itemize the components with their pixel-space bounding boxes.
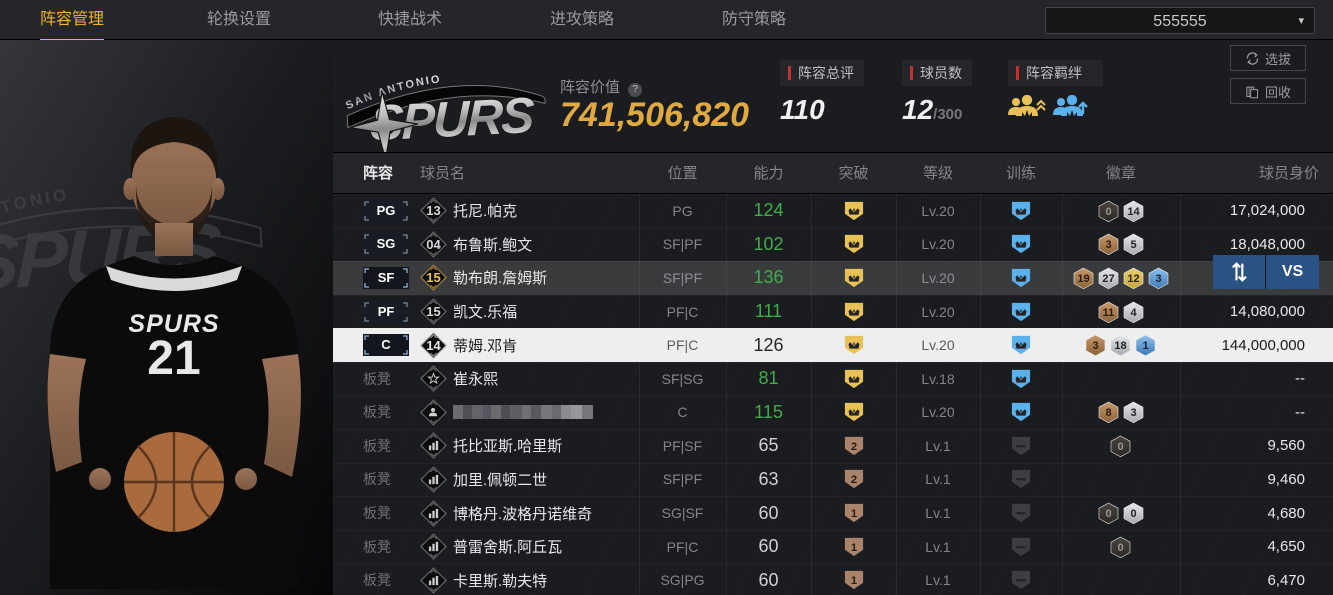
svg-text:0: 0	[1117, 441, 1123, 453]
svg-text:1: 1	[850, 575, 856, 587]
svg-text:14: 14	[1127, 206, 1140, 218]
svg-text:0: 0	[1105, 206, 1111, 218]
svg-text:12: 12	[1127, 273, 1139, 285]
svg-text:15: 15	[426, 304, 440, 319]
svg-text:2: 2	[850, 474, 856, 486]
svg-text:3: 3	[1105, 239, 1111, 251]
svg-text:19: 19	[1077, 273, 1089, 285]
svg-text:3: 3	[1130, 407, 1136, 419]
svg-text:18: 18	[1114, 340, 1126, 352]
svg-text:14: 14	[426, 338, 441, 353]
svg-text:0: 0	[1117, 542, 1123, 554]
svg-text:27: 27	[1102, 273, 1114, 285]
svg-text:0: 0	[1105, 508, 1111, 520]
svg-text:SPURS: SPURS	[370, 87, 535, 152]
svg-text:11: 11	[1102, 307, 1114, 319]
svg-text:1: 1	[850, 542, 856, 554]
svg-text:3: 3	[1155, 273, 1161, 285]
svg-text:5: 5	[1130, 239, 1136, 251]
svg-text:SPURS: SPURS	[128, 310, 219, 338]
svg-text:3: 3	[1092, 340, 1098, 352]
svg-text:0: 0	[1130, 508, 1136, 520]
svg-text:8: 8	[1105, 407, 1111, 419]
svg-text:1: 1	[850, 508, 856, 520]
svg-text:2: 2	[850, 441, 856, 453]
svg-text:13: 13	[426, 203, 440, 218]
svg-text:1: 1	[1142, 340, 1148, 352]
svg-text:21: 21	[147, 332, 200, 385]
svg-text:15: 15	[426, 270, 440, 285]
svg-text:4: 4	[1130, 307, 1137, 319]
svg-text:04: 04	[426, 237, 441, 252]
